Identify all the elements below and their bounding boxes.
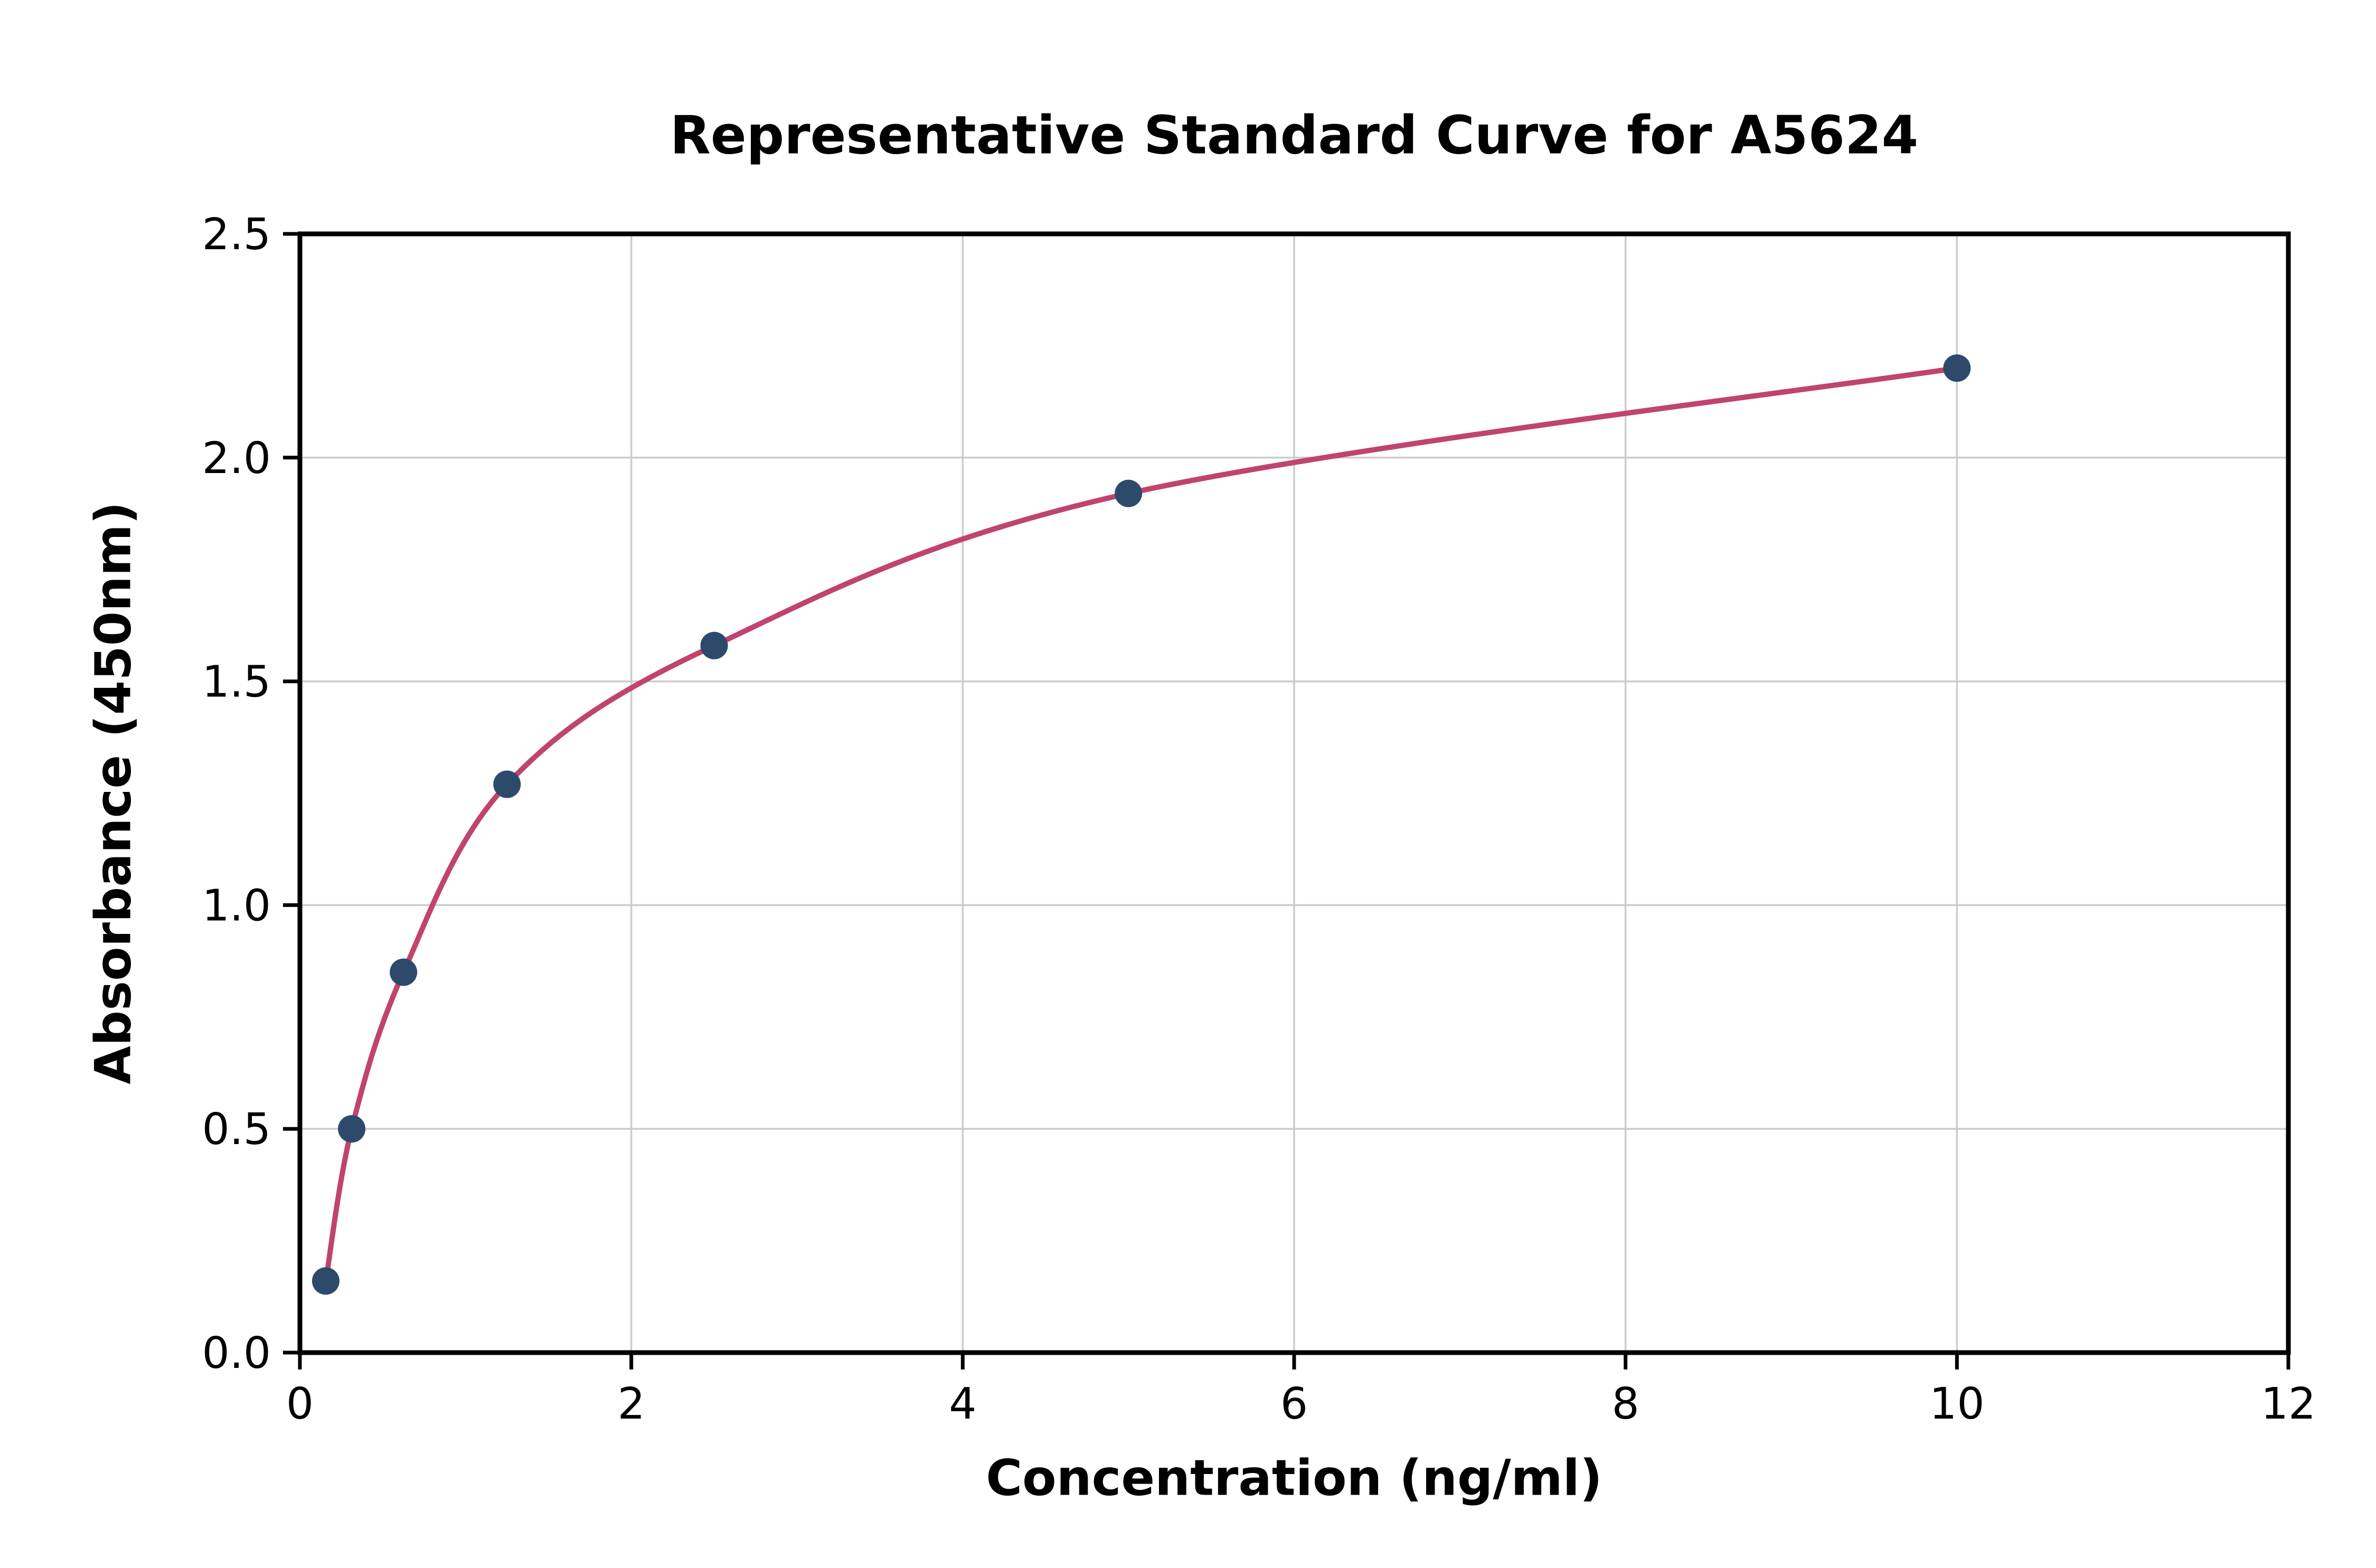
data-point-marker: [493, 770, 521, 798]
chart-title: Representative Standard Curve for A5624: [670, 104, 1919, 166]
data-point-marker: [390, 958, 418, 986]
x-tick-label: 12: [2261, 1379, 2316, 1429]
x-tick-label: 10: [1929, 1379, 1984, 1429]
x-tick-label: 8: [1612, 1379, 1639, 1429]
y-tick-label: 1.5: [202, 657, 271, 707]
x-tick-label: 0: [286, 1379, 314, 1429]
data-point-marker: [1943, 354, 1971, 382]
y-tick-label: 0.5: [202, 1104, 271, 1155]
standard-curve-line: [323, 365, 1960, 1284]
y-tick-label: 2.0: [202, 433, 271, 484]
x-tick-label: 4: [949, 1379, 976, 1429]
x-tick-label: 6: [1280, 1379, 1308, 1429]
data-point-marker: [700, 631, 728, 659]
x-axis-label: Concentration (ng/ml): [986, 1449, 1602, 1507]
y-tick-label: 0.0: [202, 1328, 271, 1378]
y-tick-label: 1.0: [202, 881, 271, 931]
data-point-marker: [338, 1115, 366, 1143]
y-tick-label: 2.5: [202, 210, 271, 260]
x-tick-label: 2: [618, 1379, 645, 1429]
data-point-marker: [312, 1267, 340, 1295]
data-point-marker: [1115, 479, 1143, 507]
